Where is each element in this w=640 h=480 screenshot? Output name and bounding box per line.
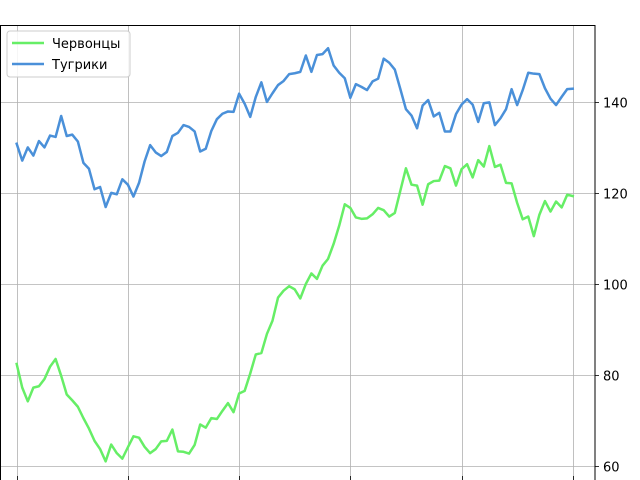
y-tick-label: 100	[603, 279, 628, 294]
y-tick-label: 140	[603, 97, 628, 112]
series-layer	[15, 46, 575, 463]
grid-lines	[0, 25, 595, 480]
y-tick-label: 80	[603, 370, 620, 385]
legend: Червонцы Тугрики	[6, 30, 131, 78]
legend-label: Тугрики	[51, 58, 107, 73]
y-tick-label: 60	[603, 461, 620, 476]
plot-frame	[0, 25, 596, 480]
series-line-2	[15, 46, 575, 209]
series-line-1	[15, 144, 575, 463]
legend-label: Червонцы	[52, 37, 120, 52]
y-axis-ticks: 60 80 100 120 140	[17, 97, 628, 480]
y-tick-label: 120	[603, 188, 628, 203]
